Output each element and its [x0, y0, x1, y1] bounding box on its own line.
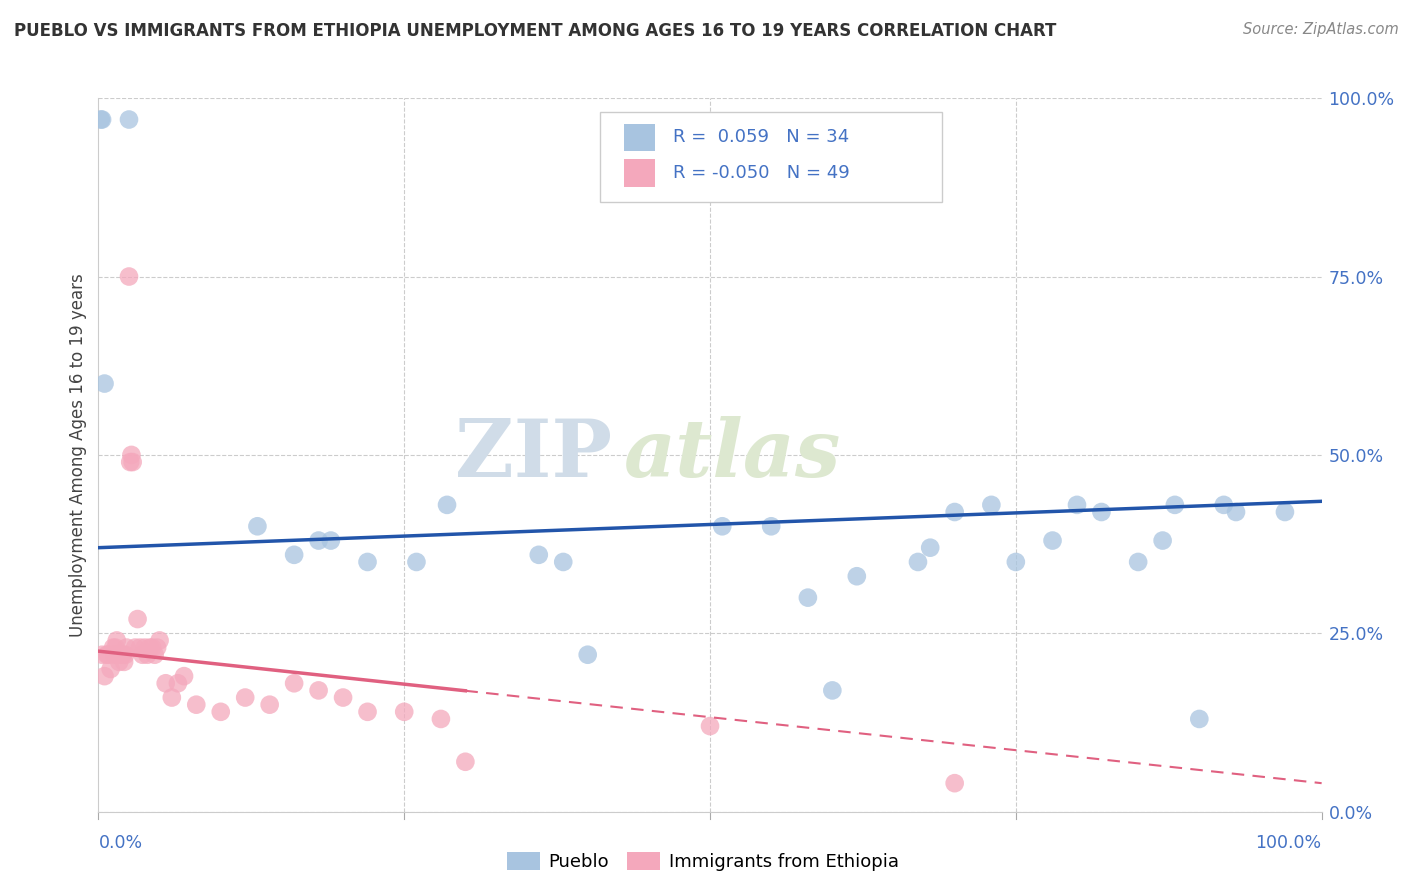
Point	[120, 448, 142, 462]
Point	[101, 640, 124, 655]
Point	[141, 640, 163, 655]
Point	[91, 648, 114, 662]
Point	[1004, 555, 1026, 569]
FancyBboxPatch shape	[600, 112, 942, 202]
Point	[107, 648, 129, 662]
Text: 0.0%: 0.0%	[98, 834, 142, 852]
Point	[167, 676, 190, 690]
Point	[105, 633, 128, 648]
Point	[143, 648, 166, 662]
Point	[90, 112, 112, 127]
Point	[576, 648, 599, 662]
Point	[1225, 505, 1247, 519]
Point	[1128, 555, 1150, 569]
Text: R = -0.050   N = 49: R = -0.050 N = 49	[673, 164, 851, 182]
Point	[711, 519, 734, 533]
Point	[980, 498, 1002, 512]
Point	[405, 555, 427, 569]
Point	[186, 698, 208, 712]
Point	[553, 555, 575, 569]
Text: R =  0.059   N = 34: R = 0.059 N = 34	[673, 128, 849, 146]
Point	[111, 648, 134, 662]
Point	[907, 555, 929, 569]
Point	[209, 705, 232, 719]
Point	[139, 640, 162, 655]
Point	[845, 569, 868, 583]
Point	[96, 648, 118, 662]
Point	[356, 555, 378, 569]
Point	[103, 648, 125, 662]
Point	[149, 633, 172, 648]
Point	[110, 648, 132, 662]
Point	[821, 683, 844, 698]
Point	[1090, 505, 1112, 519]
Point	[920, 541, 942, 555]
Point	[259, 698, 281, 712]
Point	[134, 640, 156, 655]
Point	[283, 548, 305, 562]
Text: atlas: atlas	[624, 417, 842, 493]
Point	[91, 112, 114, 127]
Point	[155, 676, 177, 690]
FancyBboxPatch shape	[624, 160, 655, 186]
Point	[127, 612, 149, 626]
Point	[319, 533, 342, 548]
Point	[118, 112, 141, 127]
Point	[111, 648, 134, 662]
Point	[100, 662, 122, 676]
Point	[160, 690, 183, 705]
Point	[1152, 533, 1174, 548]
Point	[104, 640, 127, 655]
Point	[1274, 505, 1296, 519]
Point	[131, 648, 153, 662]
Text: PUEBLO VS IMMIGRANTS FROM ETHIOPIA UNEMPLOYMENT AMONG AGES 16 TO 19 YEARS CORREL: PUEBLO VS IMMIGRANTS FROM ETHIOPIA UNEMP…	[14, 22, 1056, 40]
Text: 100.0%: 100.0%	[1256, 834, 1322, 852]
Point	[146, 640, 169, 655]
Point	[356, 705, 378, 719]
FancyBboxPatch shape	[624, 124, 655, 151]
Point	[283, 676, 305, 690]
Point	[1188, 712, 1211, 726]
Legend: Pueblo, Immigrants from Ethiopia: Pueblo, Immigrants from Ethiopia	[501, 845, 905, 879]
Point	[129, 640, 152, 655]
Point	[118, 269, 141, 284]
Text: ZIP: ZIP	[456, 416, 612, 494]
Point	[136, 648, 159, 662]
Point	[527, 548, 550, 562]
Point	[97, 648, 120, 662]
Text: Source: ZipAtlas.com: Source: ZipAtlas.com	[1243, 22, 1399, 37]
Point	[1164, 498, 1187, 512]
Point	[943, 505, 966, 519]
Point	[108, 655, 131, 669]
Point	[121, 455, 143, 469]
Point	[454, 755, 477, 769]
Point	[797, 591, 820, 605]
Point	[114, 648, 136, 662]
Point	[124, 640, 146, 655]
Point	[436, 498, 458, 512]
Point	[332, 690, 354, 705]
Point	[943, 776, 966, 790]
Point	[233, 690, 256, 705]
Point	[112, 655, 135, 669]
Point	[761, 519, 783, 533]
Point	[699, 719, 721, 733]
Point	[1212, 498, 1234, 512]
Point	[1042, 533, 1064, 548]
Point	[120, 455, 142, 469]
Point	[93, 669, 115, 683]
Point	[115, 640, 138, 655]
Point	[93, 376, 115, 391]
Point	[246, 519, 269, 533]
Point	[430, 712, 453, 726]
Point	[308, 683, 330, 698]
Point	[308, 533, 330, 548]
Y-axis label: Unemployment Among Ages 16 to 19 years: Unemployment Among Ages 16 to 19 years	[69, 273, 87, 637]
Point	[1066, 498, 1088, 512]
Point	[173, 669, 195, 683]
Point	[392, 705, 416, 719]
